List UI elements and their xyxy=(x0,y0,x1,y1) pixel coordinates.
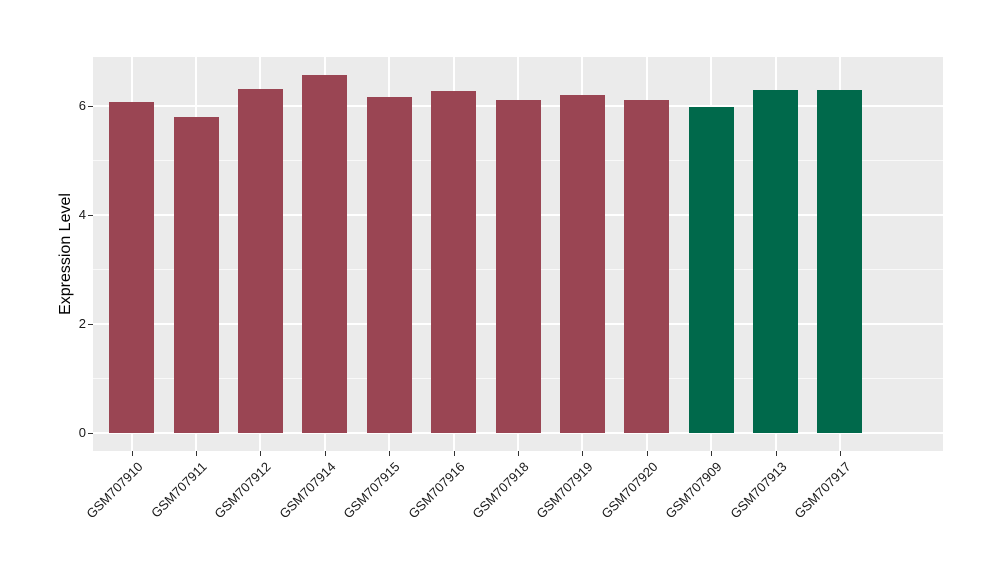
y-tick-label-6: 6 xyxy=(78,98,86,113)
x-tick-mark-GSM707909 xyxy=(711,451,713,456)
x-tick-mark-GSM707912 xyxy=(260,451,262,456)
x-tick-label-GSM707920: GSM707920 xyxy=(598,459,661,522)
x-tick-label-GSM707917: GSM707917 xyxy=(791,459,854,522)
x-tick-mark-GSM707916 xyxy=(453,451,455,456)
y-tick-mark-2 xyxy=(88,323,93,325)
y-tick-mark-0 xyxy=(88,432,93,434)
x-tick-mark-GSM707913 xyxy=(775,451,777,456)
x-tick-label-GSM707914: GSM707914 xyxy=(276,459,339,522)
x-tick-label-GSM707912: GSM707912 xyxy=(211,459,275,522)
y-tick-label-2: 2 xyxy=(78,316,86,331)
bar-GSM707916 xyxy=(431,90,477,433)
bar-GSM707909 xyxy=(688,107,734,433)
y-tick-mark-4 xyxy=(88,214,93,216)
bar-GSM707912 xyxy=(237,88,283,433)
x-tick-label-GSM707918: GSM707918 xyxy=(469,459,532,522)
x-tick-mark-GSM707920 xyxy=(646,451,648,456)
x-tick-label-GSM707915: GSM707915 xyxy=(340,459,403,522)
x-tick-mark-GSM707910 xyxy=(131,451,133,456)
x-tick-label-GSM707916: GSM707916 xyxy=(404,459,468,522)
x-tick-label-GSM707910: GSM707910 xyxy=(83,459,146,522)
bar-GSM707918 xyxy=(495,100,541,433)
bar-GSM707911 xyxy=(173,117,219,433)
x-tick-mark-GSM707918 xyxy=(518,451,519,456)
y-tick-label-0: 0 xyxy=(78,425,86,440)
bar-GSM707914 xyxy=(302,74,348,433)
x-tick-mark-GSM707914 xyxy=(324,451,326,456)
y-tick-mark-6 xyxy=(88,105,93,107)
x-tick-mark-GSM707915 xyxy=(389,451,391,456)
x-tick-label-GSM707919: GSM707919 xyxy=(533,459,597,522)
y-tick-label-4: 4 xyxy=(78,207,86,222)
x-tick-label-GSM707911: GSM707911 xyxy=(148,459,210,521)
bar-GSM707917 xyxy=(817,90,863,433)
bar-GSM707920 xyxy=(624,100,670,433)
x-tick-mark-GSM707911 xyxy=(196,451,198,456)
bar-GSM707915 xyxy=(366,97,412,433)
bar-GSM707913 xyxy=(753,90,799,433)
bar-GSM707910 xyxy=(109,102,155,433)
x-tick-label-GSM707909: GSM707909 xyxy=(662,459,725,522)
x-tick-label-GSM707913: GSM707913 xyxy=(726,459,790,522)
x-tick-mark-GSM707917 xyxy=(839,451,841,456)
bar-GSM707919 xyxy=(559,94,605,433)
plot-panel xyxy=(93,57,943,451)
x-tick-mark-GSM707919 xyxy=(582,451,584,456)
